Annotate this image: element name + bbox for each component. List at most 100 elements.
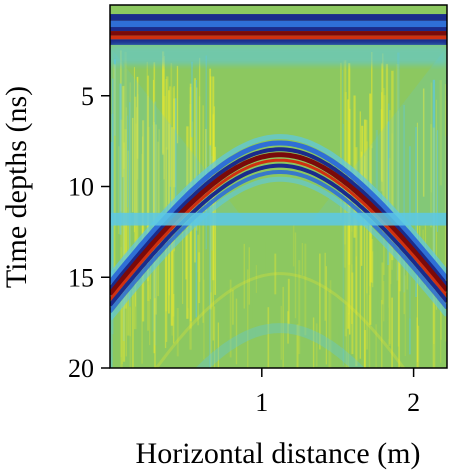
noise-streak (243, 243, 245, 309)
noise-streak (359, 111, 361, 359)
noise-streak (388, 158, 391, 347)
noise-streak (383, 87, 385, 275)
noise-streak (433, 299, 435, 345)
noise-streak (182, 226, 184, 304)
noise-streak (199, 57, 201, 207)
noise-streak (409, 249, 411, 319)
noise-streak (251, 271, 253, 335)
noise-streak (403, 104, 405, 293)
y-axis-ticks: 5 10 15 20 (68, 82, 110, 383)
noise-streak (381, 92, 383, 181)
noise-streak (415, 127, 417, 298)
noise-streak (118, 146, 120, 234)
noise-streak (149, 268, 151, 368)
noise-streak (209, 145, 211, 368)
target-hyperbola (110, 163, 447, 307)
y-tick-label: 5 (81, 82, 94, 111)
noise-streak (197, 234, 200, 326)
noise-streak (302, 284, 305, 314)
noise-streak (121, 281, 123, 365)
noise-streak (165, 78, 168, 312)
noise-streak (417, 325, 420, 368)
noise-streak (375, 129, 378, 223)
noise-streak (439, 80, 442, 186)
noise-streak (296, 324, 299, 368)
noise-streak (287, 311, 289, 344)
direct-wave-layer (110, 14, 447, 21)
direct-wave-layer (110, 27, 447, 32)
noise-streak (351, 272, 354, 355)
noise-streak (383, 95, 386, 220)
noise-streak (235, 298, 238, 365)
noise-streak (137, 94, 139, 260)
noise-streak (363, 119, 367, 227)
noise-streak (124, 51, 127, 260)
y-tick-label: 20 (68, 354, 94, 383)
noise-streak (433, 278, 435, 368)
noise-streak (301, 242, 303, 276)
noise-streak (247, 269, 249, 368)
noise-streak (353, 95, 356, 238)
direct-wave-halo (110, 44, 447, 65)
noise-streak (338, 325, 341, 368)
noise-streak (129, 82, 131, 337)
noise-streak (312, 317, 315, 368)
noise-streak (146, 61, 148, 260)
noise-streak (225, 265, 228, 345)
noise-streak (191, 121, 194, 219)
noise-streak (342, 124, 344, 366)
noise-streak (282, 286, 284, 368)
noise-streak (387, 121, 390, 266)
noise-streak (391, 297, 393, 368)
direct-wave-layer (110, 39, 447, 45)
noise-streak (277, 252, 280, 297)
noise-streak (329, 280, 332, 368)
noise-streak (214, 306, 216, 368)
noise-streak (368, 295, 371, 368)
noise-streak (355, 256, 358, 315)
noise-streak (375, 324, 377, 368)
noise-streak (371, 238, 374, 283)
noise-streak (381, 262, 384, 305)
direct-wave-layer (110, 31, 447, 36)
heatmap-background (110, 5, 447, 368)
y-axis-label: Time depths (ns) (0, 86, 33, 288)
noise-streak (171, 228, 173, 336)
noise-streak (317, 304, 320, 368)
faint-hyperbola (195, 323, 365, 368)
y-tick-label: 10 (68, 173, 94, 202)
noise-streak (434, 271, 436, 368)
noise-streak (347, 313, 349, 368)
noise-streak (220, 247, 223, 287)
noise-streak (185, 230, 187, 280)
noise-streak (377, 224, 379, 322)
horizontal-reflection (110, 212, 447, 226)
noise-streak (387, 321, 389, 362)
noise-streak (122, 148, 125, 342)
noise-streak (397, 52, 400, 281)
noise-streak (416, 317, 418, 368)
noise-streak (148, 270, 151, 346)
noise-streak (371, 251, 374, 288)
noise-streak (363, 155, 366, 368)
noise-streak (444, 84, 447, 269)
noise-streak (119, 83, 122, 235)
noise-streak (382, 53, 384, 237)
noise-streak (229, 279, 232, 358)
noise-streak (198, 252, 201, 304)
noise-streak (154, 298, 156, 368)
noise-streak (304, 243, 307, 336)
noise-streak (197, 272, 199, 318)
noise-streak (355, 147, 358, 367)
noise-streak (385, 63, 389, 208)
noise-streak (439, 292, 442, 363)
noise-streak (176, 307, 179, 357)
x-axis-label: Horizontal distance (m) (136, 437, 421, 470)
noise-streak (328, 290, 330, 368)
noise-streak (432, 79, 436, 292)
noise-streak (445, 135, 447, 287)
noise-streak (274, 253, 277, 295)
noise-streak (174, 253, 177, 366)
